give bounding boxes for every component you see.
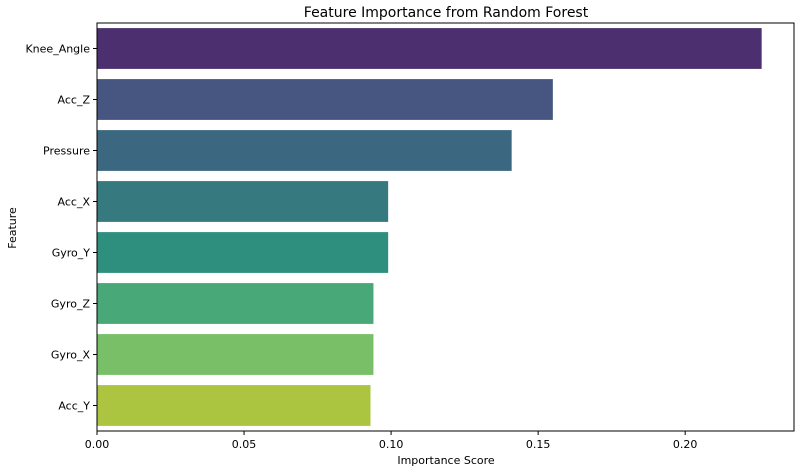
x-tick-label: 0.20 xyxy=(673,438,698,451)
chart-title: Feature Importance from Random Forest xyxy=(304,5,589,21)
y-tick-label: Gyro_Z xyxy=(51,298,91,311)
bar-gyro-x xyxy=(97,334,374,375)
y-tick-label: Pressure xyxy=(43,145,90,158)
x-tick-label: 0.00 xyxy=(85,438,110,451)
plot-frame xyxy=(96,22,795,432)
x-tick-label: 0.10 xyxy=(379,438,404,451)
y-tick-label: Gyro_X xyxy=(51,349,91,362)
y-axis-label: Feature xyxy=(6,207,19,249)
x-tick-label: 0.15 xyxy=(526,438,551,451)
y-tick-label: Gyro_Y xyxy=(52,247,91,260)
y-tick-label: Acc_Z xyxy=(58,94,91,107)
x-axis-label: Importance Score xyxy=(397,454,495,467)
bar-acc-y xyxy=(97,385,371,426)
x-tick-label: 0.05 xyxy=(232,438,257,451)
y-tick-label: Acc_X xyxy=(58,196,91,209)
y-axis-ticks: Knee_Angle Acc_Z Pressure Acc_X Gyro_Y Gyro_Z… xyxy=(25,43,97,413)
x-axis-ticks: 0.00 0.05 0.10 0.15 0.20 xyxy=(85,431,698,451)
bar-gyro-z xyxy=(97,283,374,324)
bar-pressure xyxy=(97,130,512,171)
y-tick-label: Acc_Y xyxy=(58,400,90,413)
bar-acc-z xyxy=(97,79,553,120)
y-tick-label: Knee_Angle xyxy=(25,43,90,56)
bars-group xyxy=(97,28,762,426)
bar-acc-x xyxy=(97,181,389,222)
bar-gyro-y xyxy=(97,232,389,273)
bar-knee-angle xyxy=(97,28,762,69)
